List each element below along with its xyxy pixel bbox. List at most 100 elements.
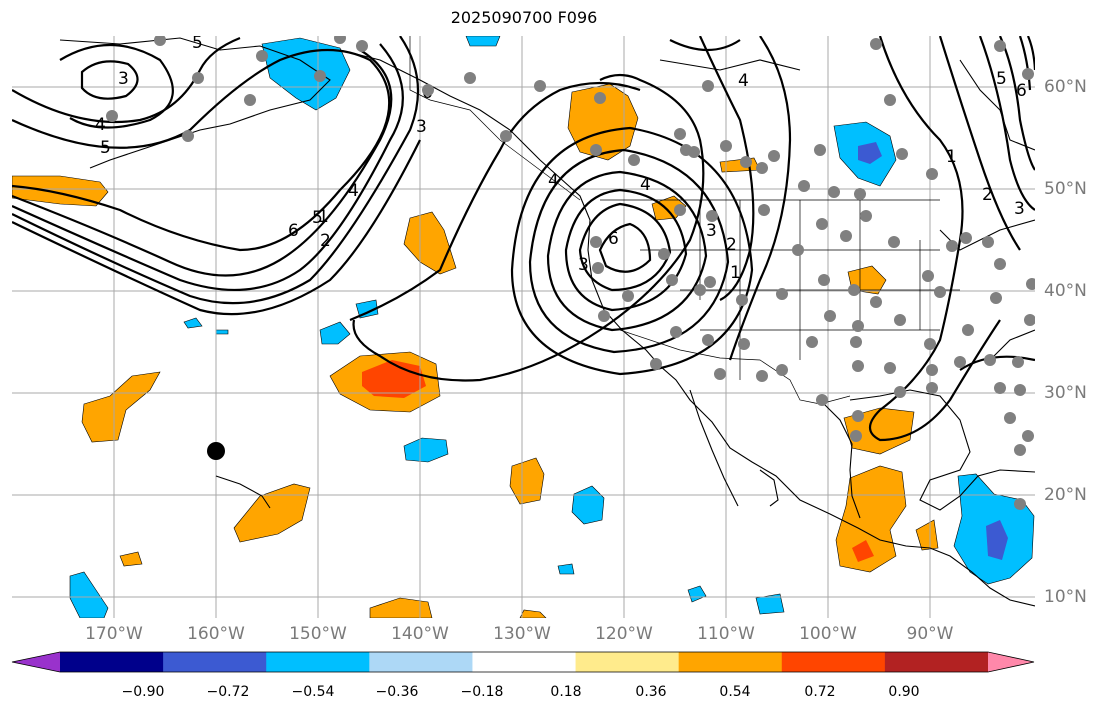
station-dot (870, 296, 882, 308)
lat-label: 20°N (1044, 485, 1087, 505)
contour-label: 5 (192, 36, 203, 53)
station-dot (720, 140, 732, 152)
contour-label: 5 (312, 208, 323, 228)
contour-label: 2 (982, 185, 993, 205)
contour-label: 3 (118, 69, 129, 89)
station-dot (534, 80, 546, 92)
station-dot (356, 40, 368, 52)
contour-label: 4 (348, 181, 359, 201)
contour-label: 4 (95, 115, 106, 135)
contour-label: 6 (608, 229, 619, 249)
station-dot (854, 188, 866, 200)
station-dot (840, 230, 852, 242)
station-dot (954, 356, 966, 368)
station-dot (590, 236, 602, 248)
station-dot (154, 36, 166, 46)
station-dot (792, 244, 804, 256)
station-dot (962, 324, 974, 336)
station-dot (1014, 498, 1026, 510)
lon-label: 120°W (595, 624, 653, 644)
station-dot (598, 310, 610, 322)
colorbar-segment (472, 652, 577, 672)
station-dot (818, 274, 830, 286)
station-dot (1012, 356, 1024, 368)
contour-label: 3 (706, 221, 717, 241)
lat-label: 60°N (1044, 77, 1087, 97)
coastlines (59, 37, 1035, 607)
contour-label: 1 (318, 207, 329, 227)
lon-label: 140°W (391, 624, 449, 644)
station-dot (670, 326, 682, 338)
station-dot (814, 144, 826, 156)
station-dot (694, 284, 706, 296)
station-dot (768, 150, 780, 162)
lon-label: 90°W (906, 624, 954, 644)
political-borders (409, 36, 960, 405)
station-dot (688, 146, 700, 158)
station-dot (594, 92, 606, 104)
lat-label: 30°N (1044, 383, 1087, 403)
contour-label: 6 (1016, 81, 1027, 101)
station-dot (870, 38, 882, 50)
contour-label: 4 (548, 171, 559, 191)
station-dot (824, 310, 836, 322)
station-dot (704, 276, 716, 288)
station-dot (464, 72, 476, 84)
colorbar-tick-label: −0.54 (291, 684, 335, 700)
station-dot (994, 40, 1006, 52)
colorbar-segment (781, 652, 886, 672)
map-title: 2025090700 F096 (450, 8, 598, 27)
colorbar-extend-min (12, 652, 60, 672)
colorbar-tick-label: 0.90 (888, 684, 920, 700)
colorbar-segment (60, 652, 164, 672)
station-dot (674, 204, 686, 216)
station-dot (848, 284, 860, 296)
station-dot (666, 274, 678, 286)
station-dot (658, 248, 670, 260)
station-dot (860, 210, 872, 222)
station-dot (990, 292, 1002, 304)
station-dot (884, 94, 896, 106)
station-dot (758, 204, 770, 216)
colorbar-tick-label: −0.90 (121, 684, 165, 700)
contour-label: 1 (946, 147, 957, 167)
station-dot (850, 430, 862, 442)
colorbar-segment (884, 652, 989, 672)
contour-label: 3 (1014, 199, 1025, 219)
station-dot (884, 362, 896, 374)
station-dot (994, 382, 1006, 394)
station-dot (852, 320, 864, 332)
station-dot (334, 36, 346, 44)
station-dot (984, 354, 996, 366)
strong-negative-anomaly-regions (858, 142, 1008, 560)
lon-label: 150°W (289, 624, 347, 644)
contour-label: 1 (730, 263, 741, 283)
colorbar (11, 651, 1035, 673)
station-dot (1004, 412, 1016, 424)
station-dot (806, 336, 818, 348)
station-dot (776, 364, 788, 376)
colorbar-extend-max (988, 652, 1034, 672)
colorbar-segment (266, 652, 370, 672)
colorbar-segment (369, 652, 473, 672)
colorbar-tick-label: 0.36 (635, 684, 667, 700)
station-dot (500, 130, 512, 142)
lon-label: 100°W (799, 624, 857, 644)
station-dot (894, 314, 906, 326)
station-dot (1024, 314, 1035, 326)
station-dot (776, 288, 788, 300)
contour-label: 3 (578, 255, 589, 275)
station-dot (1014, 384, 1026, 396)
station-dot (314, 70, 326, 82)
station-dot (922, 270, 934, 282)
station-dot (1022, 430, 1034, 442)
station-dot (422, 84, 434, 96)
station-dot (628, 154, 640, 166)
contour-label: 4 (640, 175, 651, 195)
station-dot (702, 80, 714, 92)
colorbar-tick-label: −0.36 (375, 684, 419, 700)
station-dot (816, 218, 828, 230)
map-canvas: 3 4 5 6 2 1 3 4 5 6 4 3 2 1 1 2 3 4 5 6 … (12, 36, 1035, 618)
station-dot (994, 258, 1006, 270)
station-dot (706, 210, 718, 222)
